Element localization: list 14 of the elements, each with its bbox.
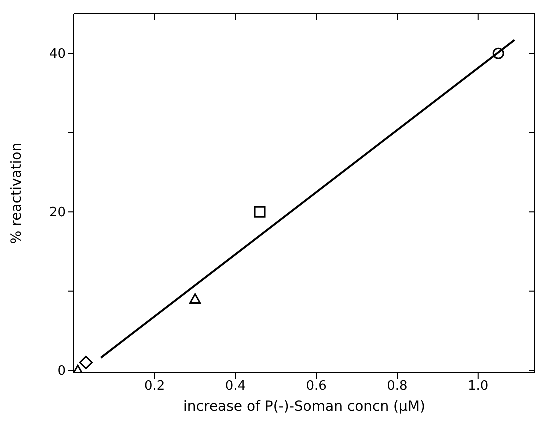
x-tick-label: 0.6 — [306, 379, 327, 394]
point — [190, 294, 202, 304]
y-tick-label: 40 — [49, 47, 66, 62]
x-tick-label: 0.8 — [387, 379, 408, 394]
x-axis-title: increase of P(-)-Soman concn (µM) — [184, 399, 426, 415]
point — [492, 48, 504, 60]
y-tick-label: 20 — [49, 206, 66, 221]
x-tick-label: 1.0 — [468, 379, 489, 394]
x-tick-label: 0.4 — [225, 379, 246, 394]
x-tick-label: 0.2 — [144, 379, 166, 394]
point — [254, 206, 266, 218]
point — [79, 356, 93, 370]
y-tick-label: 0 — [58, 364, 66, 380]
y-axis-title: % reactivation — [8, 142, 25, 244]
